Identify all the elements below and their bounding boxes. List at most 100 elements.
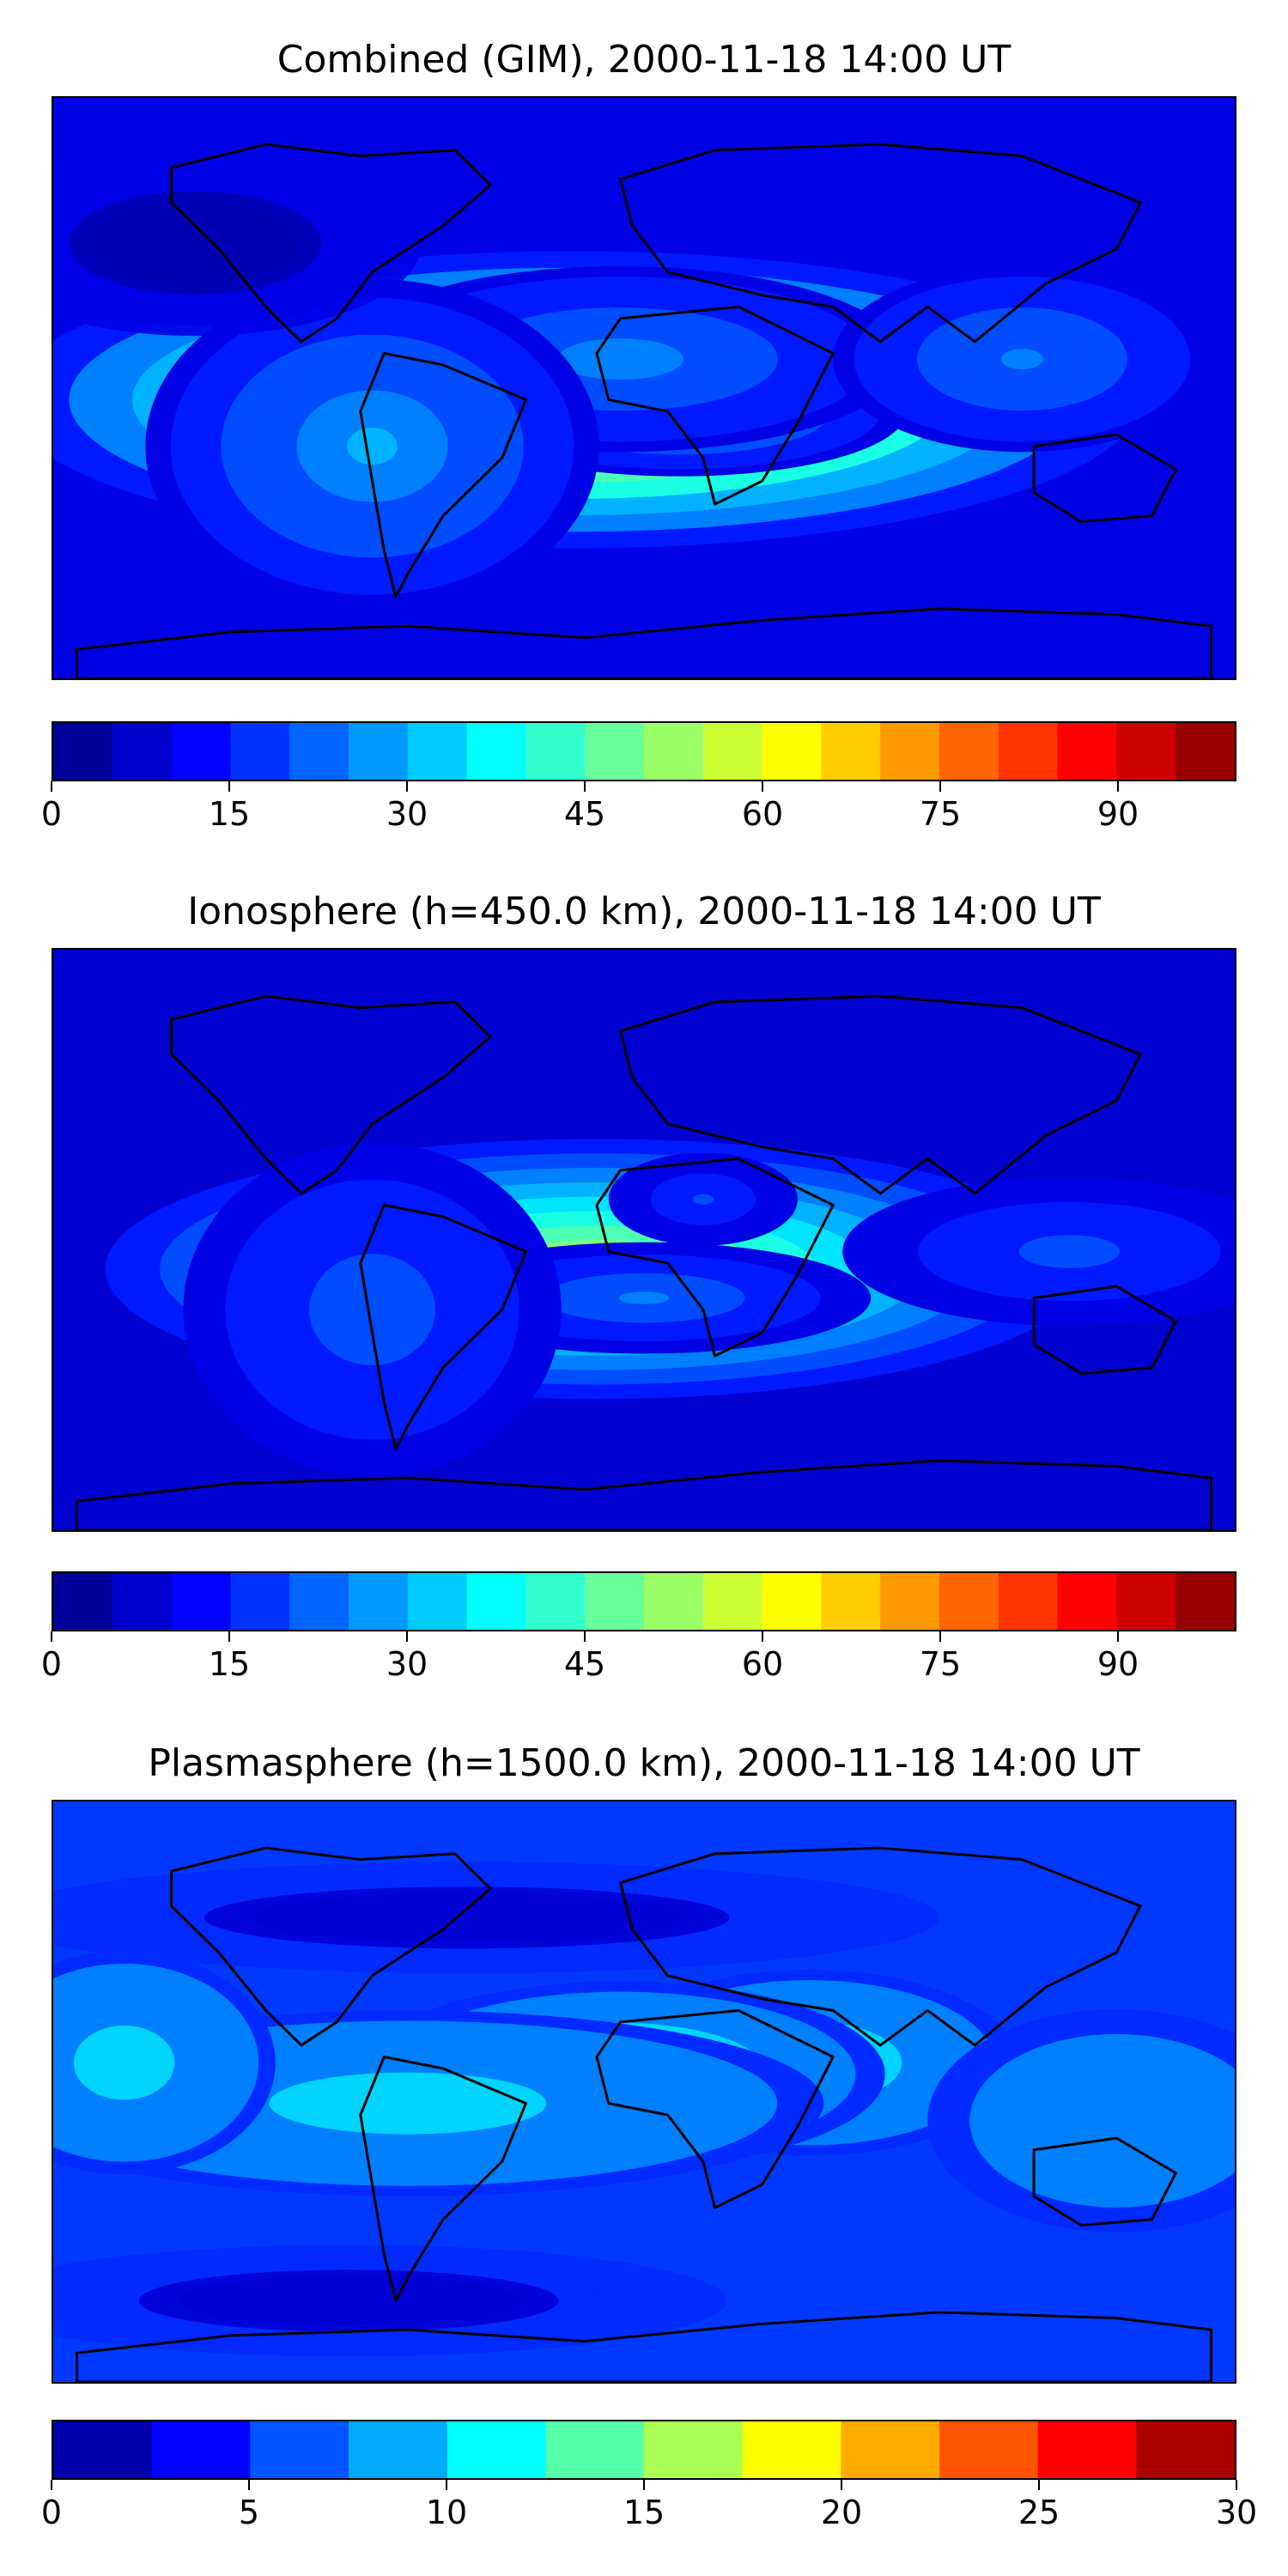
colorbar-segment <box>742 2421 841 2478</box>
contour-band <box>1000 349 1043 370</box>
colorbar-segment <box>821 1573 881 1630</box>
colorbar-segment <box>841 2421 940 2478</box>
tick-label: 30 <box>1215 2494 1258 2531</box>
tick-label: 0 <box>40 1645 63 1683</box>
colorbar-segment <box>171 723 231 780</box>
colorbar-segment <box>1037 2421 1137 2478</box>
tick-label: 90 <box>1097 1645 1139 1683</box>
tick-mark <box>939 781 941 792</box>
tick-mark <box>1117 1631 1119 1642</box>
coastline <box>1032 1285 1177 1375</box>
coastline <box>595 305 835 506</box>
tick-mark <box>939 1631 941 1642</box>
tick-label: 10 <box>425 2494 468 2531</box>
colorbar-segment <box>466 1573 526 1630</box>
tec-contour-map <box>53 950 1235 1530</box>
tick-mark <box>1117 781 1119 792</box>
tick-label: 25 <box>1018 2494 1060 2531</box>
colorbar-segment <box>171 1573 231 1630</box>
contour-band <box>414 1911 519 1924</box>
tick-label: 0 <box>40 795 63 833</box>
coastline <box>595 1157 835 1358</box>
contour-band <box>618 1291 670 1304</box>
coastline <box>618 143 1142 343</box>
colorbar-segment <box>880 723 940 780</box>
tick-mark <box>1236 2480 1237 2490</box>
coastline <box>595 2008 835 2209</box>
panel-title-plasmasphere: Plasmasphere (h=1500.0 km), 2000-11-18 1… <box>148 1741 1140 1785</box>
tick-label: 60 <box>741 1645 784 1683</box>
colorbar-segment <box>644 1573 704 1630</box>
colorbar-segment <box>53 2421 153 2478</box>
tick-mark <box>228 781 230 792</box>
map-plasmasphere <box>52 1800 1236 2384</box>
colorbar-segment <box>526 1573 586 1630</box>
coastline <box>618 1846 1142 2047</box>
tec-contour-map <box>53 1801 1235 2382</box>
colorbar-segment <box>821 723 881 780</box>
colorbar-segment <box>349 1573 409 1630</box>
panel-title-ionosphere: Ionosphere (h=450.0 km), 2000-11-18 14:0… <box>187 890 1101 933</box>
tick-label: 45 <box>563 1645 606 1683</box>
colorbar-ticks-ionosphere: 0 15 30 45 60 75 90 <box>41 1631 1236 1683</box>
colorbar-segment <box>1136 2421 1235 2478</box>
colorbar-segment <box>53 723 113 780</box>
tick-mark <box>406 1631 408 1642</box>
colorbar-segment <box>998 723 1059 780</box>
coastline <box>618 994 1142 1195</box>
tick-mark <box>643 2480 645 2490</box>
colorbar-segment <box>289 1573 349 1630</box>
colorbar-segment <box>585 723 645 780</box>
tick-label: 15 <box>208 1645 251 1683</box>
colorbar-combined <box>52 721 1236 781</box>
colorbar-segment <box>1116 1573 1176 1630</box>
colorbar-segment <box>585 1573 645 1630</box>
contour-band <box>106 2050 142 2075</box>
coastline <box>170 1846 492 2047</box>
colorbar-segment <box>53 1573 113 1630</box>
contour-band <box>307 2294 391 2307</box>
colorbar-plasmasphere <box>52 2420 1236 2480</box>
colorbar-segment <box>762 723 822 780</box>
tec-contour-map <box>53 98 1235 678</box>
colorbar-segment <box>1057 1573 1117 1630</box>
colorbar-segment <box>151 2421 251 2478</box>
colorbar-ionosphere <box>52 1571 1236 1631</box>
tick-label: 30 <box>386 795 428 833</box>
coastline <box>1032 433 1177 523</box>
colorbar-segment <box>112 723 173 780</box>
tick-mark <box>446 2480 447 2490</box>
colorbar-segment <box>939 723 999 780</box>
colorbar-segment <box>1176 1573 1235 1630</box>
colorbar-segment <box>939 1573 999 1630</box>
contour-band <box>692 1194 714 1205</box>
map-ionosphere <box>52 948 1236 1532</box>
contour-band <box>1044 1242 1095 1261</box>
tick-mark <box>584 1631 586 1642</box>
tick-mark <box>228 1631 230 1642</box>
coastline <box>359 2055 527 2302</box>
colorbar-segment <box>1176 723 1235 780</box>
contour-band <box>351 1291 393 1328</box>
colorbar-segment <box>349 2421 448 2478</box>
tick-label: 30 <box>386 1645 428 1683</box>
colorbar-segment <box>407 723 468 780</box>
tick-mark <box>51 2480 52 2490</box>
coastline <box>359 351 527 598</box>
tick-mark <box>1038 2480 1040 2490</box>
colorbar-segment <box>112 1573 173 1630</box>
colorbar-segment <box>407 1573 468 1630</box>
coastline <box>170 994 492 1195</box>
colorbar-segment <box>644 723 704 780</box>
colorbar-segment <box>545 2421 645 2478</box>
contour-band <box>361 2093 454 2114</box>
colorbar-segment <box>762 1573 822 1630</box>
coastline <box>76 607 1212 678</box>
colorbar-segment <box>250 2421 349 2478</box>
tick-label: 0 <box>40 2494 63 2531</box>
colorbar-segment <box>230 1573 290 1630</box>
coastline <box>76 1459 1212 1530</box>
tick-label: 75 <box>919 1645 962 1683</box>
colorbar-segment <box>466 723 526 780</box>
panel-title-combined: Combined (GIM), 2000-11-18 14:00 UT <box>276 38 1012 82</box>
